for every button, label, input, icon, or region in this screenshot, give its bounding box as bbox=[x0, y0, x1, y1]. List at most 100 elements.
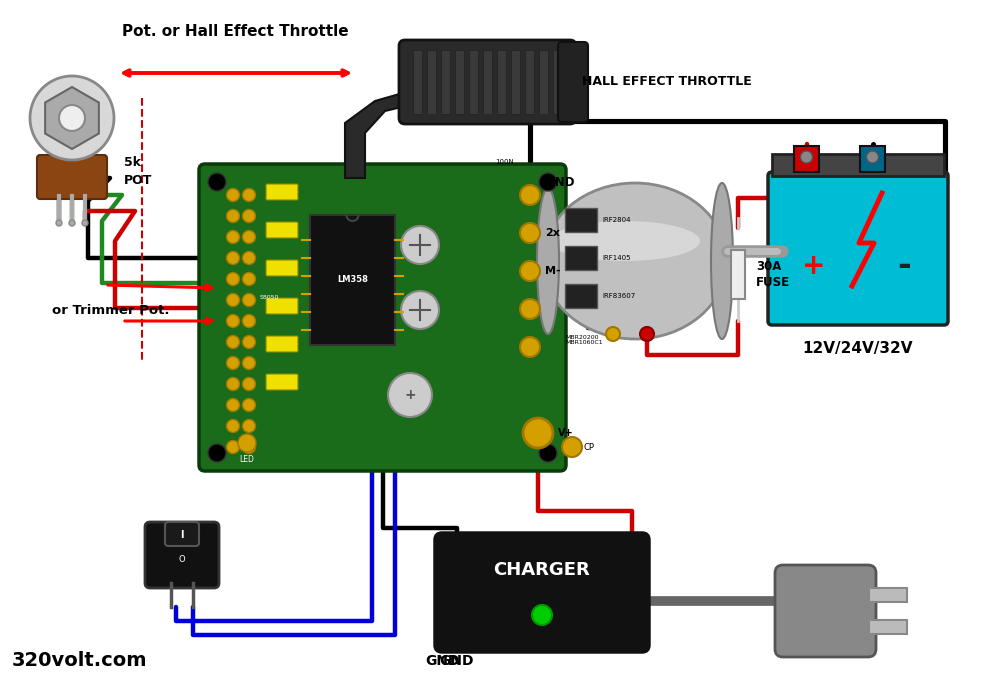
Bar bbox=[310, 215, 395, 345]
Bar bbox=[565, 208, 597, 232]
Circle shape bbox=[539, 173, 557, 191]
Text: GND: GND bbox=[425, 654, 459, 668]
Bar bbox=[469, 50, 478, 114]
Bar bbox=[441, 50, 450, 114]
Circle shape bbox=[401, 291, 439, 329]
Circle shape bbox=[226, 189, 240, 201]
Ellipse shape bbox=[550, 221, 700, 261]
FancyBboxPatch shape bbox=[266, 298, 298, 314]
Circle shape bbox=[606, 327, 620, 341]
Circle shape bbox=[640, 327, 654, 341]
Circle shape bbox=[242, 419, 256, 432]
Text: 2x: 2x bbox=[545, 228, 560, 238]
FancyBboxPatch shape bbox=[768, 172, 948, 325]
Circle shape bbox=[82, 220, 88, 226]
Circle shape bbox=[242, 357, 256, 370]
Circle shape bbox=[800, 151, 812, 163]
Polygon shape bbox=[345, 91, 410, 178]
Circle shape bbox=[69, 220, 75, 226]
Bar bbox=[525, 50, 534, 114]
Circle shape bbox=[208, 173, 226, 191]
Text: CP: CP bbox=[584, 443, 595, 451]
Bar bbox=[413, 50, 422, 114]
Circle shape bbox=[520, 337, 540, 357]
Circle shape bbox=[226, 230, 240, 244]
Circle shape bbox=[242, 441, 256, 454]
Text: 100N: 100N bbox=[496, 159, 514, 165]
Circle shape bbox=[226, 335, 240, 348]
Circle shape bbox=[242, 378, 256, 391]
Circle shape bbox=[242, 230, 256, 244]
Text: +: + bbox=[802, 252, 826, 280]
Circle shape bbox=[226, 314, 240, 328]
Bar bbox=[772, 154, 944, 176]
Bar bbox=[869, 620, 907, 634]
Circle shape bbox=[520, 223, 540, 243]
Bar bbox=[565, 246, 597, 270]
Text: CHARGER: CHARGER bbox=[494, 561, 590, 579]
Text: 12V/24V/32V: 12V/24V/32V bbox=[803, 342, 913, 357]
FancyBboxPatch shape bbox=[399, 40, 576, 124]
Text: 5k: 5k bbox=[124, 156, 141, 169]
FancyBboxPatch shape bbox=[165, 522, 199, 546]
Text: GND: GND bbox=[440, 654, 474, 668]
FancyBboxPatch shape bbox=[37, 155, 107, 199]
Circle shape bbox=[866, 151, 879, 163]
Bar bbox=[539, 50, 548, 114]
Circle shape bbox=[226, 398, 240, 411]
Circle shape bbox=[238, 434, 256, 452]
Circle shape bbox=[226, 357, 240, 370]
Circle shape bbox=[208, 444, 226, 462]
Bar bbox=[794, 146, 819, 172]
Text: M-: M- bbox=[545, 266, 561, 276]
Circle shape bbox=[401, 226, 439, 264]
Circle shape bbox=[59, 105, 85, 131]
Bar bbox=[427, 50, 436, 114]
Bar bbox=[565, 284, 597, 308]
Circle shape bbox=[226, 419, 240, 432]
Text: IRF2804: IRF2804 bbox=[602, 217, 631, 223]
Text: IRF1405: IRF1405 bbox=[602, 255, 631, 261]
Circle shape bbox=[226, 378, 240, 391]
Text: Pot. or Hall Effect Throttle: Pot. or Hall Effect Throttle bbox=[122, 23, 348, 38]
Text: +: + bbox=[404, 388, 416, 402]
Circle shape bbox=[242, 314, 256, 328]
Bar bbox=[869, 588, 907, 602]
FancyBboxPatch shape bbox=[266, 336, 298, 352]
Bar bbox=[731, 250, 745, 299]
Text: -: - bbox=[897, 249, 911, 283]
Circle shape bbox=[226, 210, 240, 223]
Bar bbox=[483, 50, 492, 114]
Circle shape bbox=[523, 418, 553, 448]
Circle shape bbox=[242, 273, 256, 285]
Ellipse shape bbox=[537, 188, 559, 334]
Text: POT: POT bbox=[124, 173, 152, 186]
Text: LM358: LM358 bbox=[337, 275, 368, 285]
FancyBboxPatch shape bbox=[775, 565, 876, 657]
Circle shape bbox=[56, 220, 62, 226]
Text: or Trimmer Pot.: or Trimmer Pot. bbox=[52, 305, 170, 318]
FancyBboxPatch shape bbox=[266, 184, 298, 200]
Bar bbox=[511, 50, 520, 114]
Circle shape bbox=[226, 251, 240, 264]
Bar bbox=[497, 50, 506, 114]
Text: I: I bbox=[180, 530, 184, 540]
Text: LED: LED bbox=[240, 455, 254, 464]
Text: 320volt.com: 320volt.com bbox=[12, 652, 148, 671]
Bar bbox=[553, 50, 562, 114]
FancyBboxPatch shape bbox=[435, 533, 649, 652]
Bar bbox=[860, 146, 885, 172]
Circle shape bbox=[562, 437, 582, 457]
Text: GND: GND bbox=[545, 176, 574, 189]
Circle shape bbox=[226, 273, 240, 285]
Circle shape bbox=[242, 210, 256, 223]
FancyBboxPatch shape bbox=[199, 164, 566, 471]
Circle shape bbox=[242, 251, 256, 264]
Circle shape bbox=[242, 335, 256, 348]
Text: V+: V+ bbox=[558, 428, 574, 438]
Polygon shape bbox=[45, 87, 99, 149]
Circle shape bbox=[226, 441, 240, 454]
Ellipse shape bbox=[711, 183, 733, 339]
Text: IRF83607: IRF83607 bbox=[602, 293, 635, 299]
Circle shape bbox=[242, 398, 256, 411]
